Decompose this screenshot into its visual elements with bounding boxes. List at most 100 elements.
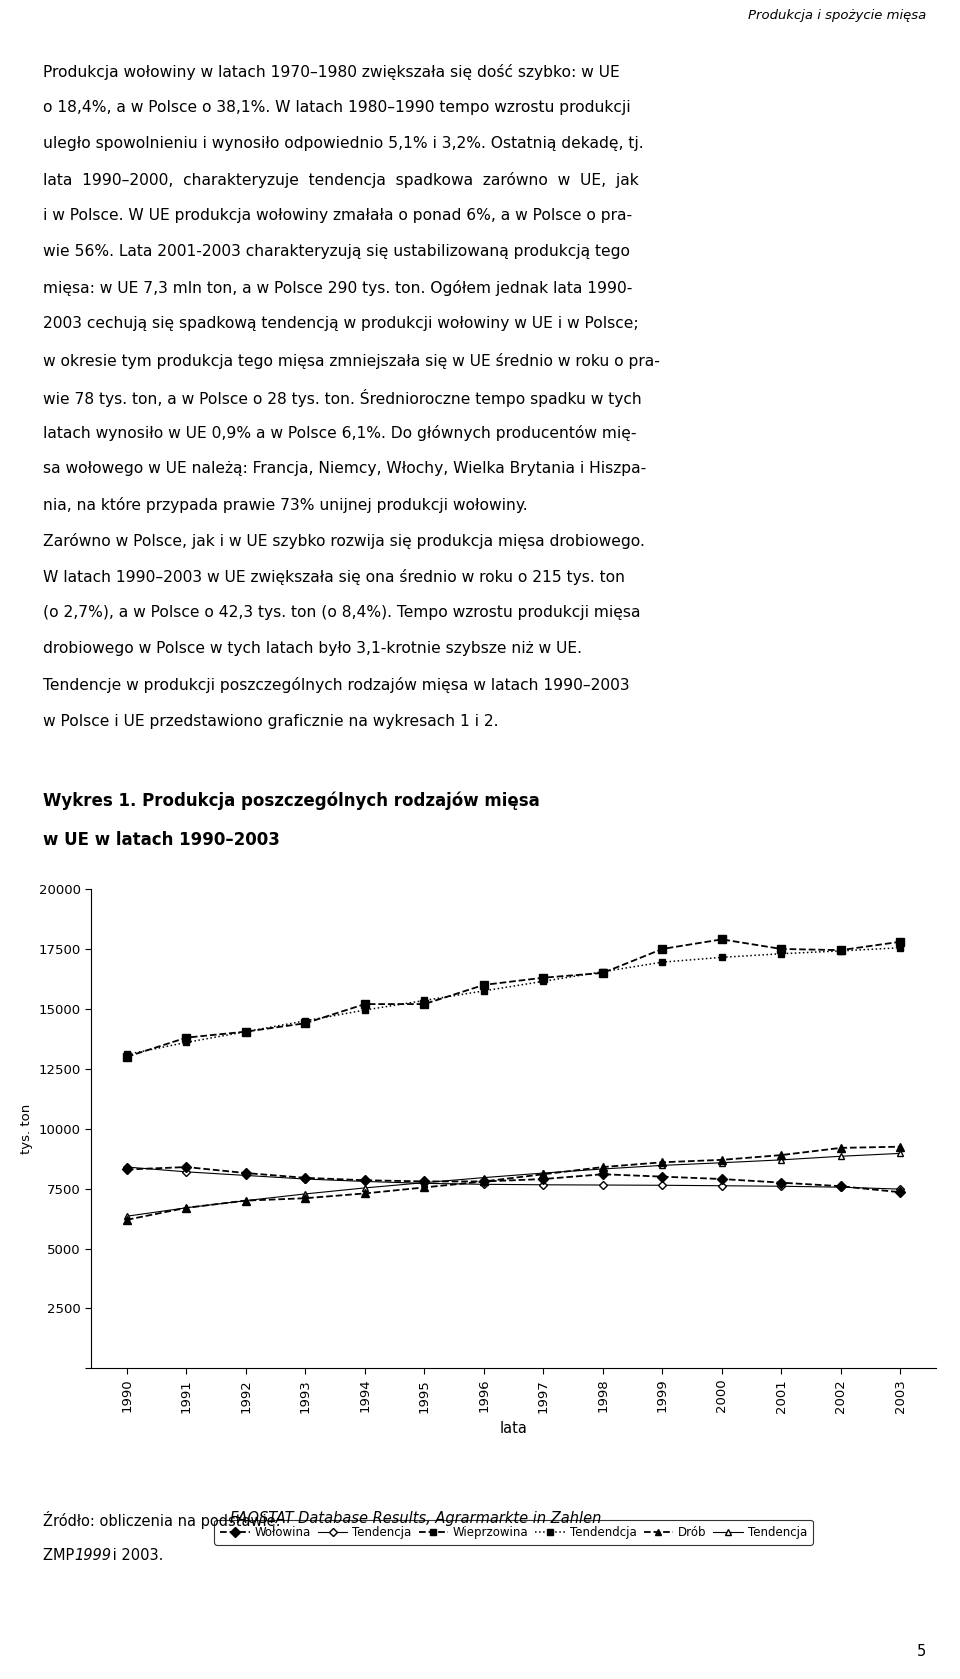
Wołowina (597, 1164, 609, 1184)
Tendencja (240, 1165, 252, 1185)
Tendencja (835, 1177, 847, 1197)
Wieprzowina (359, 994, 371, 1014)
Tendendcja (180, 1033, 192, 1053)
Tendendcja (240, 1021, 252, 1041)
Tendencja (180, 1162, 192, 1182)
Wołowina (300, 1169, 311, 1189)
Tendendcja (419, 991, 430, 1011)
Tendencja (895, 1179, 906, 1199)
Tendencja (538, 1175, 549, 1195)
Tendendcja (776, 944, 787, 964)
Tendencja  (359, 1179, 371, 1199)
Drób (597, 1157, 609, 1177)
Text: Produkcja i spożycie mięsa: Produkcja i spożycie mięsa (748, 8, 926, 22)
Tendendcja (121, 1044, 132, 1064)
Drób (359, 1184, 371, 1204)
Tendencja (478, 1174, 490, 1194)
Wieprzowina (776, 939, 787, 959)
Text: w Polsce i UE przedstawiono graficznie na wykresach 1 i 2.: w Polsce i UE przedstawiono graficznie n… (43, 714, 498, 729)
Wieprzowina (895, 932, 906, 952)
Drób (776, 1145, 787, 1165)
Line: Tendendcja: Tendendcja (124, 945, 903, 1058)
Tendencja (419, 1174, 430, 1194)
Tendencja (121, 1157, 132, 1177)
Wieprzowina (538, 967, 549, 987)
X-axis label: lata: lata (499, 1420, 528, 1436)
Text: W latach 1990–2003 w UE zwiększała się ona średnio w roku o 215 tys. ton: W latach 1990–2003 w UE zwiększała się o… (43, 569, 625, 586)
Tendencja  (240, 1190, 252, 1211)
Line: Tendencja: Tendencja (124, 1164, 903, 1192)
Tendendcja (835, 940, 847, 960)
Wieprzowina (835, 940, 847, 960)
Tendencja  (300, 1184, 311, 1204)
Text: Produkcja wołowiny w latach 1970–1980 zwiększała się dość szybko: w UE: Produkcja wołowiny w latach 1970–1980 zw… (43, 64, 620, 81)
Wołowina (359, 1170, 371, 1190)
Drób (478, 1172, 490, 1192)
Text: lata  1990–2000,  charakteryzuje  tendencja  spadkowa  zarówno  w  UE,  jak: lata 1990–2000, charakteryzuje tendencja… (43, 171, 639, 188)
Tendencja  (538, 1164, 549, 1184)
Wieprzowina (478, 975, 490, 996)
Text: Zarówno w Polsce, jak i w UE szybko rozwija się produkcja mięsa drobiowego.: Zarówno w Polsce, jak i w UE szybko rozw… (43, 532, 645, 549)
Wołowina (121, 1160, 132, 1180)
Tendencja  (835, 1147, 847, 1167)
Tendendcja (300, 1011, 311, 1031)
Tendencja  (121, 1206, 132, 1226)
Tendencja  (419, 1172, 430, 1192)
Wieprzowina (419, 994, 430, 1014)
Text: Źródło: obliczenia na podstawie:: Źródło: obliczenia na podstawie: (43, 1511, 285, 1530)
Tendendcja (895, 937, 906, 957)
Text: Tendencje w produkcji poszczególnych rodzajów mięsa w latach 1990–2003: Tendencje w produkcji poszczególnych rod… (43, 677, 630, 693)
Tendendcja (538, 970, 549, 991)
Text: drobiowego w Polsce w tych latach było 3,1-krotnie szybsze niż w UE.: drobiowego w Polsce w tych latach było 3… (43, 641, 582, 656)
Y-axis label: tys. ton: tys. ton (20, 1103, 33, 1153)
Text: sa wołowego w UE należą: Francja, Niemcy, Włochy, Wielka Brytania i Hiszpa-: sa wołowego w UE należą: Francja, Niemcy… (43, 460, 646, 475)
Wołowina (895, 1182, 906, 1202)
Tendencja  (895, 1143, 906, 1164)
Text: i 2003.: i 2003. (108, 1548, 163, 1563)
Drób (835, 1138, 847, 1159)
Tendencja (716, 1175, 728, 1195)
Wieprzowina (121, 1046, 132, 1066)
Tendencja (300, 1169, 311, 1189)
Legend: Wołowina, Tendencja, Wieprzowina, Tendendcja, Drób, Tendencja: Wołowina, Tendencja, Wieprzowina, Tenden… (214, 1519, 813, 1545)
Wieprzowina (597, 962, 609, 982)
Text: nia, na które przypada prawie 73% unijnej produkcji wołowiny.: nia, na które przypada prawie 73% unijne… (43, 497, 528, 514)
Tendendcja (716, 947, 728, 967)
Text: latach wynosiło w UE 0,9% a w Polsce 6,1%. Do głównych producentów mię-: latach wynosiło w UE 0,9% a w Polsce 6,1… (43, 425, 636, 442)
Text: wie 56%. Lata 2001-2003 charakteryzują się ustabilizowaną produkcją tego: wie 56%. Lata 2001-2003 charakteryzują s… (43, 243, 630, 259)
Wieprzowina (300, 1012, 311, 1033)
Text: FAOSTAT Database Results, Agrarmarkte in Zahlen: FAOSTAT Database Results, Agrarmarkte in… (230, 1511, 602, 1526)
Tendencja  (776, 1150, 787, 1170)
Tendencja  (716, 1153, 728, 1174)
Tendencja (776, 1177, 787, 1197)
Tendencja  (180, 1197, 192, 1217)
Line: Drób: Drób (123, 1143, 904, 1224)
Text: 2003 cechują się spadkową tendencją w produkcji wołowiny w UE i w Polsce;: 2003 cechują się spadkową tendencją w pr… (43, 316, 638, 331)
Tendencja  (597, 1159, 609, 1179)
Text: w okresie tym produkcja tego mięsa zmniejszała się w UE średnio w roku o pra-: w okresie tym produkcja tego mięsa zmnie… (43, 353, 660, 369)
Wołowina (835, 1177, 847, 1197)
Wołowina (716, 1169, 728, 1189)
Line: Tendencja : Tendencja (124, 1150, 903, 1219)
Drób (419, 1177, 430, 1197)
Tendencja  (657, 1155, 668, 1175)
Drób (121, 1209, 132, 1229)
Wołowina (538, 1169, 549, 1189)
Drób (657, 1152, 668, 1172)
Tendencja (597, 1175, 609, 1195)
Wołowina (657, 1167, 668, 1187)
Text: uległo spowolnieniu i wynosiło odpowiednio 5,1% i 3,2%. Ostatnią dekadę, tj.: uległo spowolnieniu i wynosiło odpowiedn… (43, 136, 644, 151)
Wołowina (419, 1172, 430, 1192)
Drób (538, 1164, 549, 1184)
Text: wie 78 tys. ton, a w Polsce o 28 tys. ton. Średnioroczne tempo spadku w tych: wie 78 tys. ton, a w Polsce o 28 tys. to… (43, 388, 642, 406)
Tendencja  (478, 1167, 490, 1187)
Tendendcja (478, 981, 490, 1001)
Drób (180, 1197, 192, 1217)
Wieprzowina (180, 1028, 192, 1048)
Wołowina (180, 1157, 192, 1177)
Tendendcja (597, 962, 609, 982)
Wieprzowina (716, 928, 728, 949)
Text: mięsa: w UE 7,3 mln ton, a w Polsce 290 tys. ton. Ogółem jednak lata 1990-: mięsa: w UE 7,3 mln ton, a w Polsce 290 … (43, 280, 633, 297)
Text: i w Polsce. W UE produkcja wołowiny zmałała o ponad 6%, a w Polsce o pra-: i w Polsce. W UE produkcja wołowiny zmał… (43, 208, 633, 223)
Wieprzowina (657, 939, 668, 959)
